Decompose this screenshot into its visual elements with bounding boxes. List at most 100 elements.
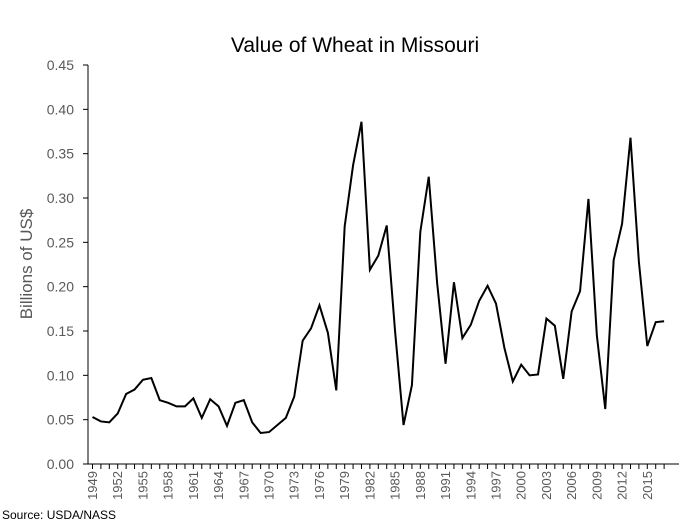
data-point — [554, 325, 556, 327]
y-tick-label: 0.45 — [47, 57, 74, 73]
data-point — [638, 261, 640, 263]
data-point — [604, 408, 606, 410]
data-point — [453, 281, 455, 283]
data-point — [243, 399, 245, 401]
data-point — [545, 318, 547, 320]
data-point — [403, 424, 405, 426]
data-point — [629, 137, 631, 139]
data-point — [655, 321, 657, 323]
data-point — [386, 224, 388, 226]
data-point — [310, 327, 312, 329]
source-note: Source: USDA/NASS — [2, 508, 116, 522]
data-point — [377, 255, 379, 257]
x-tick-label: 1961 — [186, 471, 201, 500]
data-point — [571, 310, 573, 312]
data-point — [209, 398, 211, 400]
x-tick-label: 1976 — [312, 471, 327, 500]
data-point — [512, 381, 514, 383]
y-tick-label: 0.00 — [47, 456, 74, 472]
data-point — [445, 363, 447, 365]
y-tick-label: 0.05 — [47, 412, 74, 428]
data-point — [537, 373, 539, 375]
y-tick-label: 0.35 — [47, 146, 74, 162]
x-tick-label: 1949 — [85, 471, 100, 500]
y-tick-label: 0.20 — [47, 279, 74, 295]
data-point — [562, 378, 564, 380]
data-point — [411, 384, 413, 386]
x-tick-label: 1973 — [287, 471, 302, 500]
data-point — [268, 431, 270, 433]
x-tick-label: 1997 — [488, 471, 503, 500]
data-point — [428, 176, 430, 178]
x-tick-label: 1970 — [262, 471, 277, 500]
x-tick-label: 2009 — [589, 471, 604, 500]
data-point — [108, 421, 110, 423]
data-point — [318, 304, 320, 306]
data-point — [184, 405, 186, 407]
data-point — [327, 332, 329, 334]
x-tick-label: 2006 — [564, 471, 579, 500]
data-point — [260, 432, 262, 434]
x-tick-label: 1991 — [438, 471, 453, 500]
data-point — [352, 164, 354, 166]
x-tick-label: 1988 — [413, 471, 428, 500]
data-point — [646, 345, 648, 347]
data-point — [470, 324, 472, 326]
data-point — [293, 396, 295, 398]
data-point — [663, 320, 665, 322]
x-tick-label: 1982 — [362, 471, 377, 500]
data-point — [302, 340, 304, 342]
data-point — [520, 364, 522, 366]
data-point — [159, 399, 161, 401]
data-point — [596, 334, 598, 336]
data-point — [461, 337, 463, 339]
data-point — [100, 420, 102, 422]
y-tick-label: 0.40 — [47, 101, 74, 117]
data-point — [150, 377, 152, 379]
x-tick-label: 1955 — [135, 471, 150, 500]
x-tick-label: 2003 — [539, 471, 554, 500]
data-point — [419, 231, 421, 233]
data-point — [478, 300, 480, 302]
data-point — [344, 225, 346, 227]
data-point — [487, 285, 489, 287]
data-point — [142, 379, 144, 381]
data-point — [285, 417, 287, 419]
data-point — [579, 290, 581, 292]
data-point — [436, 282, 438, 284]
data-point — [360, 121, 362, 123]
data-point — [495, 303, 497, 305]
y-tick-label: 0.25 — [47, 234, 74, 250]
data-point — [167, 402, 169, 404]
data-point — [276, 424, 278, 426]
data-point — [587, 198, 589, 200]
x-tick-label: 1967 — [236, 471, 251, 500]
x-tick-label: 2012 — [615, 471, 630, 500]
x-tick-label: 1985 — [388, 471, 403, 500]
data-point — [125, 393, 127, 395]
x-tick-label: 1979 — [337, 471, 352, 500]
x-tick-label: 1964 — [211, 471, 226, 500]
data-point — [503, 347, 505, 349]
series-line — [92, 121, 665, 435]
x-tick-label: 1952 — [110, 471, 125, 500]
data-point — [176, 405, 178, 407]
data-point — [621, 223, 623, 225]
y-tick-label: 0.10 — [47, 367, 74, 383]
data-point — [251, 421, 253, 423]
data-point — [226, 425, 228, 427]
x-tick-label: 1994 — [463, 471, 478, 500]
x-tick-label: 2000 — [514, 471, 529, 500]
y-axis: 0.00 0.05 0.10 0.15 0.20 0.25 0.30 0.35 0.40 0.45 — [47, 57, 88, 472]
data-point — [218, 405, 220, 407]
data-points — [92, 121, 666, 434]
data-point — [369, 269, 371, 271]
y-tick-label: 0.15 — [47, 323, 74, 339]
data-point — [613, 259, 615, 261]
data-point — [117, 412, 119, 414]
data-point — [335, 389, 337, 391]
x-axis: 1949 1952 1955 1958 1961 1964 1967 1970 1973 1976… — [85, 464, 665, 500]
data-point — [529, 374, 531, 376]
data-point — [134, 389, 136, 391]
